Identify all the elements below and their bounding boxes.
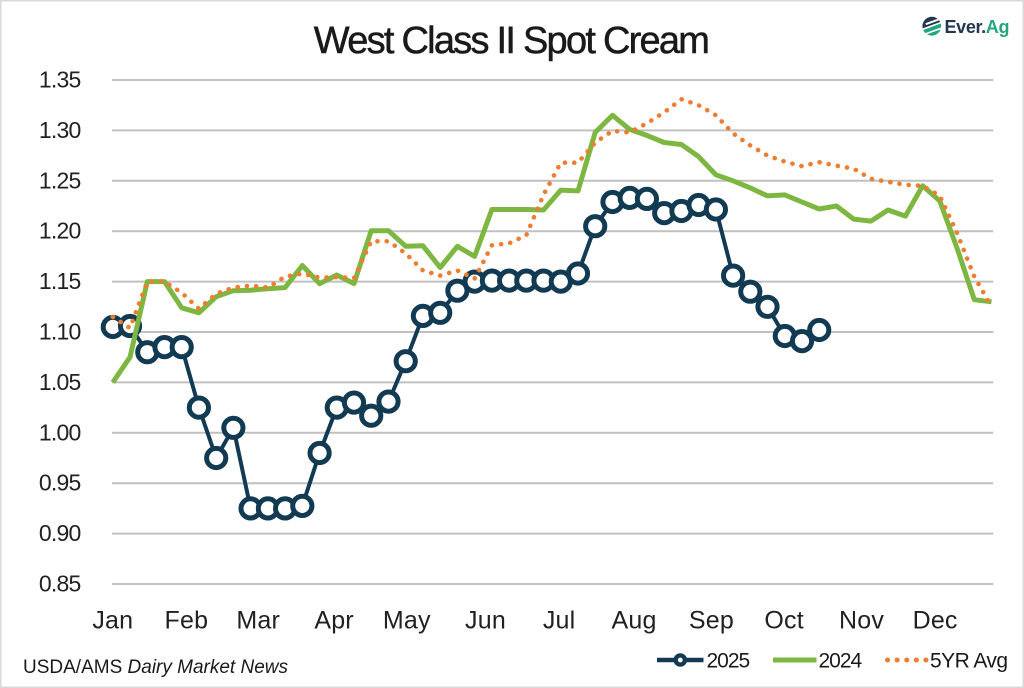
svg-text:1.05: 1.05 [39,369,81,395]
svg-text:Apr: Apr [314,607,354,635]
svg-text:Jan: Jan [92,607,133,635]
svg-text:USDA/AMS Dairy Market News: USDA/AMS Dairy Market News [23,657,289,678]
svg-text:Oct: Oct [764,607,804,635]
svg-text:May: May [383,607,431,635]
svg-text:Sep: Sep [689,607,734,635]
svg-text:Feb: Feb [165,607,209,635]
svg-text:1.20: 1.20 [39,218,81,244]
svg-text:0.90: 0.90 [39,520,81,546]
svg-text:West Class II Spot Cream: West Class II Spot Cream [314,20,709,62]
svg-text:0.95: 0.95 [39,470,81,496]
svg-text:Jul: Jul [543,607,576,635]
svg-text:Nov: Nov [839,607,884,635]
svg-text:Jun: Jun [465,607,506,635]
svg-text:1.15: 1.15 [39,268,81,294]
svg-text:1.25: 1.25 [39,167,81,193]
svg-text:1.35: 1.35 [39,67,81,93]
svg-text:1.10: 1.10 [39,319,81,345]
svg-text:5YR Avg: 5YR Avg [930,650,1007,673]
svg-text:2025: 2025 [707,650,750,673]
svg-text:1.00: 1.00 [39,419,81,445]
svg-text:Aug: Aug [612,607,657,635]
svg-text:Ever.Ag: Ever.Ag [945,17,1010,37]
svg-text:0.85: 0.85 [39,571,81,597]
svg-text:Mar: Mar [236,607,280,635]
svg-text:1.30: 1.30 [39,117,81,143]
svg-text:Dec: Dec [913,607,958,635]
svg-text:2024: 2024 [819,650,863,673]
